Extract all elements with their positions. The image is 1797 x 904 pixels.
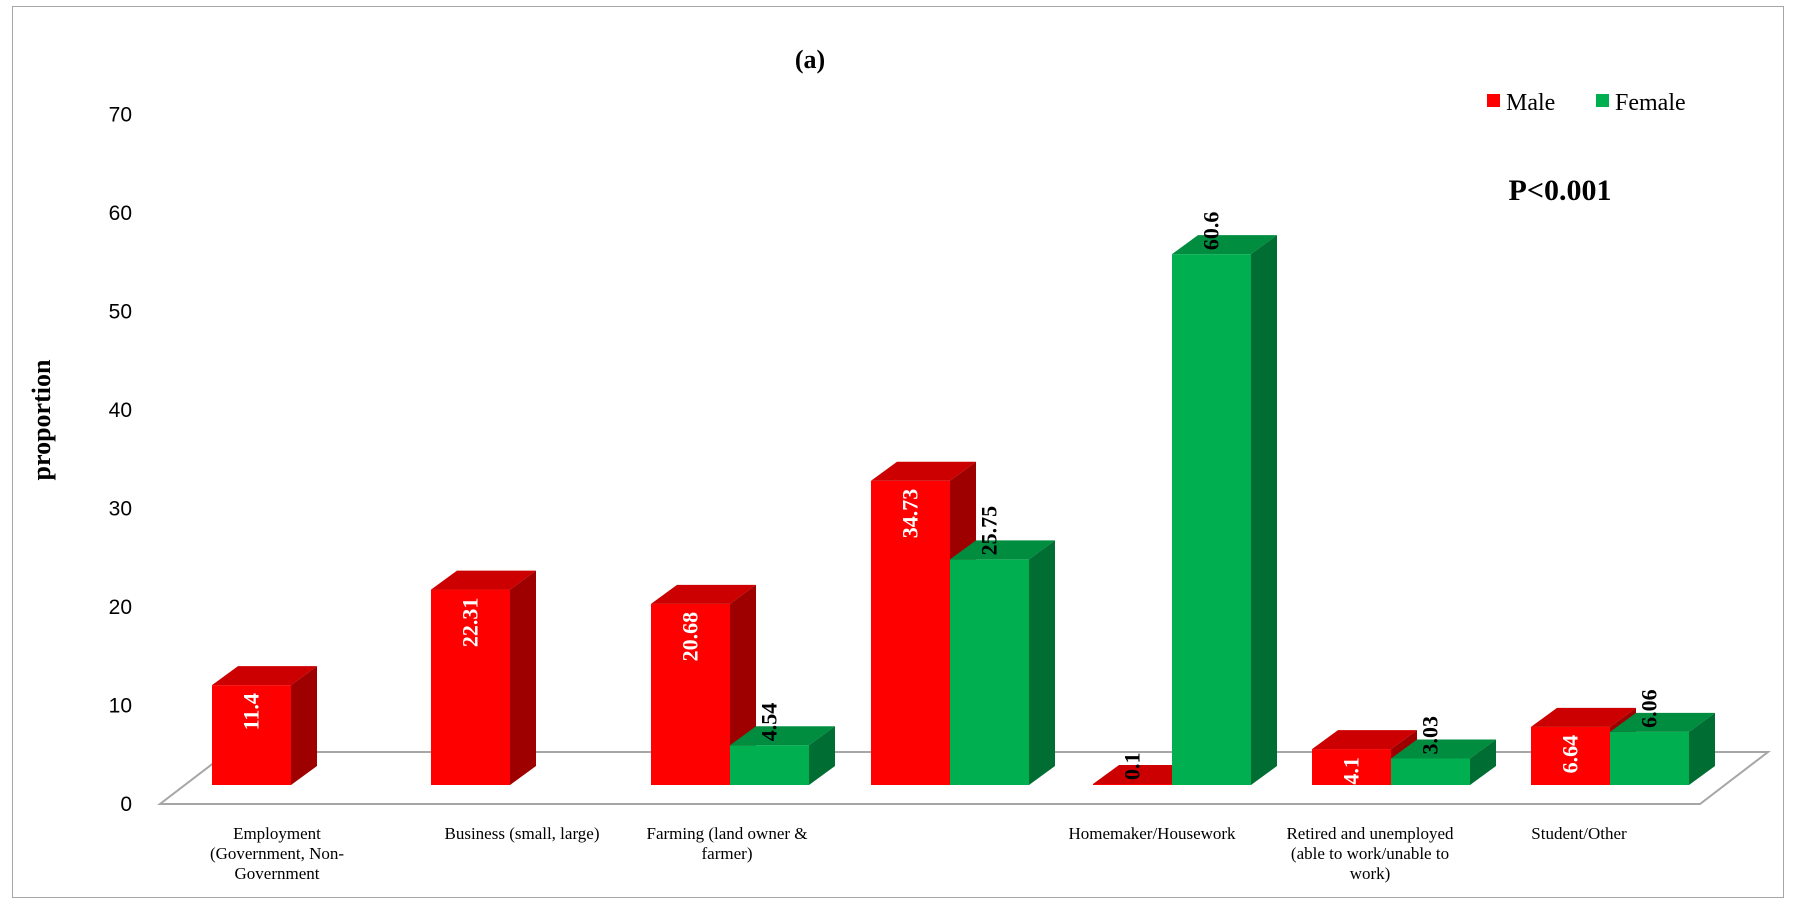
bar-side [291,666,317,785]
bar-male: 0.1 [1093,753,1198,785]
bar-side [1251,235,1277,786]
category-label: work) [1350,864,1391,883]
bar-top [730,726,835,746]
bar-female: 4.54 [730,703,835,785]
bar-front [871,480,950,785]
bar-front [1172,254,1251,786]
data-label: 22.31 [458,598,483,648]
bar-top [871,461,976,481]
data-label: 0.1 [1120,753,1145,781]
legend-swatch-male [1487,94,1500,107]
bar-front [1093,784,1172,785]
floor-plane [157,751,1771,805]
bar-front [1312,749,1391,785]
bar-top [1093,765,1198,784]
bar-top [1610,712,1715,732]
data-label: 4.1 [1339,757,1364,785]
y-tick-label: 10 [109,695,132,718]
category-label: Employment [233,824,321,843]
data-label: 25.75 [977,506,1002,556]
bar-front [651,603,730,785]
bar-front [730,745,809,785]
bar-top [950,540,1055,560]
chart-title: (a) [795,45,825,74]
y-tick-label: 70 [109,104,132,127]
bar-side [510,570,536,785]
data-label: 6.64 [1558,735,1583,774]
bar-front [1610,731,1689,785]
y-tick-label: 40 [109,399,132,422]
bar-top [1312,730,1417,750]
bar-male: 11.4 [212,666,317,785]
legend-label-male: Male [1506,90,1555,116]
x-axis-categories: Employment(Government, Non-Government Bus… [210,824,1627,883]
bar-front [212,685,291,785]
category-label: farmer) [702,844,753,863]
bar-side [1689,712,1715,785]
bar-top [1531,707,1636,727]
legend-label-female: Female [1615,90,1686,116]
category-label: Retired and unemployed [1286,824,1454,843]
bar-male: 22.31 [431,570,536,785]
category-label: Farming (land owner & [647,824,808,843]
category-label: (able to work/unable to [1291,844,1449,863]
bar-front [950,559,1029,785]
legend: Male Female [1487,90,1686,116]
y-tick-label: 50 [109,301,132,324]
bar-top [1172,235,1277,255]
bar-top [431,570,536,590]
data-label: 6.06 [1637,689,1662,728]
category-label: Government [235,864,320,883]
y-tick-label: 30 [109,498,132,521]
bar-female: 6.06 [1610,689,1715,785]
data-label: 3.03 [1418,716,1443,755]
bar-female: 60.6 [1172,212,1277,786]
bar-front [1531,726,1610,785]
bar-side [1029,540,1055,785]
category-label: Business (small, large) [444,824,599,843]
data-label: 4.54 [757,703,782,742]
bar-top [212,666,317,686]
bar-top [1391,739,1496,759]
y-axis-label: proportion [27,359,56,480]
bar-male: 4.1 [1312,730,1417,785]
bar-side [1470,739,1496,785]
chart-floor [157,751,1771,805]
bar-female: 25.75 [950,506,1055,785]
bar-front [1391,758,1470,785]
y-axis-ticks: 0 10 20 30 40 50 60 70 [109,104,132,817]
y-tick-label: 60 [109,202,132,225]
bars: 11.4 22.31 20.68 4.54 34.73 25.75 0.1 60.6 4.1 3.… [212,212,1715,786]
category-label: (Government, Non- [210,844,344,863]
y-tick-label: 20 [109,596,132,619]
category-label: Homemaker/Housework [1068,824,1236,843]
data-label: 34.73 [898,489,923,539]
category-label: Student/Other [1531,824,1627,843]
p-value-annotation: P<0.001 [1509,174,1612,207]
bar-front [431,589,510,785]
bar-female: 3.03 [1391,716,1496,785]
data-label: 11.4 [239,693,264,730]
bar-top [651,584,756,604]
bar-male: 20.68 [651,584,756,785]
legend-swatch-female [1596,94,1609,107]
y-tick-label: 0 [120,793,132,816]
bar-side [809,726,835,785]
data-label: 60.6 [1199,212,1224,251]
data-label: 20.68 [678,612,703,662]
